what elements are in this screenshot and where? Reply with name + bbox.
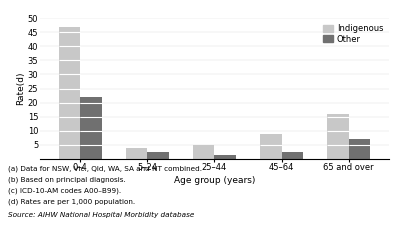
Text: (c) ICD-10-AM codes A00–B99).: (c) ICD-10-AM codes A00–B99).: [8, 188, 121, 194]
Bar: [58, 27, 80, 159]
Bar: [349, 139, 370, 159]
Bar: [193, 145, 214, 159]
Bar: [281, 152, 303, 159]
X-axis label: Age group (years): Age group (years): [174, 176, 255, 185]
Text: (b) Based on principal diagnosis.: (b) Based on principal diagnosis.: [8, 177, 126, 183]
Text: (a) Data for NSW, Vic., Qld, WA, SA and NT combined.: (a) Data for NSW, Vic., Qld, WA, SA and …: [8, 166, 202, 172]
Bar: [80, 97, 102, 159]
Legend: Indigenous, Other: Indigenous, Other: [322, 22, 385, 45]
Bar: [147, 152, 169, 159]
Bar: [126, 148, 147, 159]
Text: Source: AIHW National Hospital Morbidity database: Source: AIHW National Hospital Morbidity…: [8, 212, 194, 218]
Bar: [327, 114, 349, 159]
Text: (d) Rates are per 1,000 population.: (d) Rates are per 1,000 population.: [8, 198, 135, 205]
Y-axis label: Rate(d): Rate(d): [16, 72, 25, 105]
Bar: [260, 133, 281, 159]
Bar: [214, 155, 236, 159]
